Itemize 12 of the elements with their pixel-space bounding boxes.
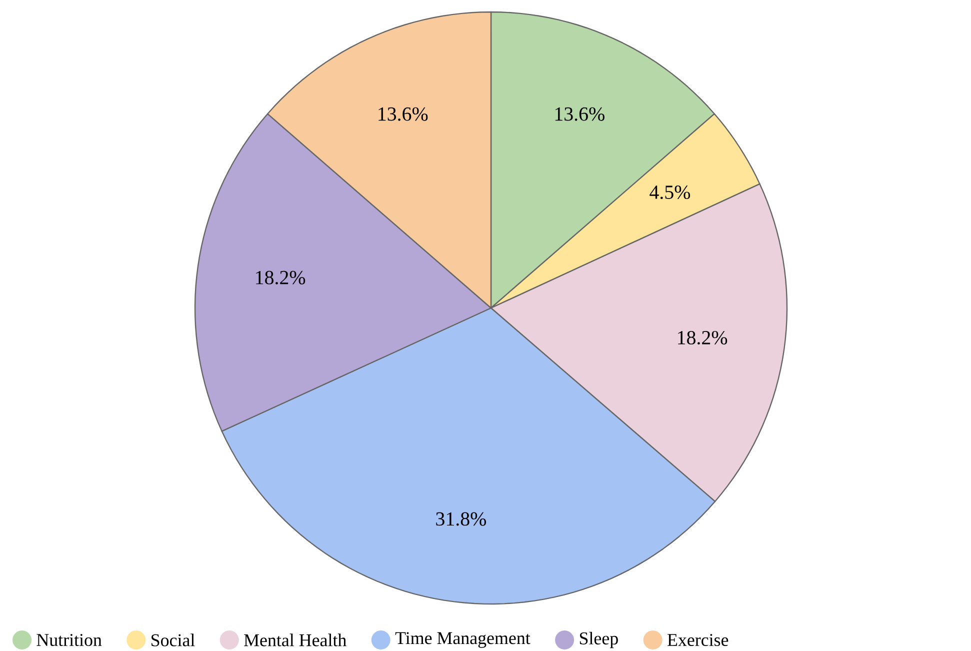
data-label: 13.6%	[378, 107, 428, 121]
data-label: 18.2%	[678, 330, 728, 344]
legend-label: Social	[152, 634, 195, 646]
legend-label: Time Management	[395, 632, 530, 648]
legend-label: Sleep	[580, 632, 618, 648]
data-label: 13.6%	[555, 107, 604, 121]
data-label: 31.8%	[436, 512, 486, 526]
data-label: 18.2%	[256, 270, 306, 284]
legend-label: Nutrition	[36, 634, 102, 646]
data-label: 4.5%	[650, 186, 690, 200]
legend-label: Exercise	[668, 634, 728, 646]
legend-label: Mental Health	[244, 634, 346, 646]
